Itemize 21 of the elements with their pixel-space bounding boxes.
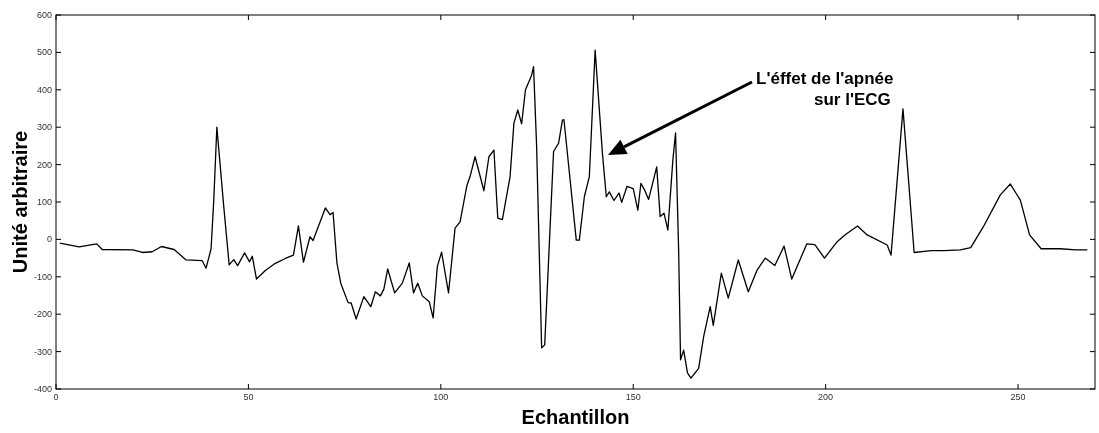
x-tick-label: 250 [1010, 392, 1026, 402]
y-tick-label: 200 [36, 159, 52, 170]
line-series [59, 49, 1088, 379]
y-tick-label: -100 [33, 271, 52, 282]
x-tick-label: 100 [433, 392, 449, 402]
y-tick-label: -400 [33, 384, 52, 394]
x-axis-title: Echantillon [521, 406, 630, 428]
y-tick-label: 400 [36, 84, 52, 95]
x-tick-label: 150 [625, 392, 641, 402]
x-tick-label: 0 [53, 392, 59, 402]
x-tick-label: 200 [818, 392, 834, 402]
y-tick-label: -200 [33, 309, 52, 320]
y-tick-label: 300 [36, 122, 52, 133]
y-tick-label: 0 [46, 234, 52, 245]
x-tick-label: 50 [243, 392, 254, 402]
y-axis-title: Unité arbitraire [9, 130, 31, 274]
y-tick-label: 500 [36, 47, 52, 58]
y-tick-label: 600 [36, 10, 52, 20]
annotation: L'éffet de l'apnée sur l'ECG [756, 69, 894, 109]
y-tick-label: 100 [36, 197, 52, 207]
y-tick-label: -300 [33, 346, 52, 357]
